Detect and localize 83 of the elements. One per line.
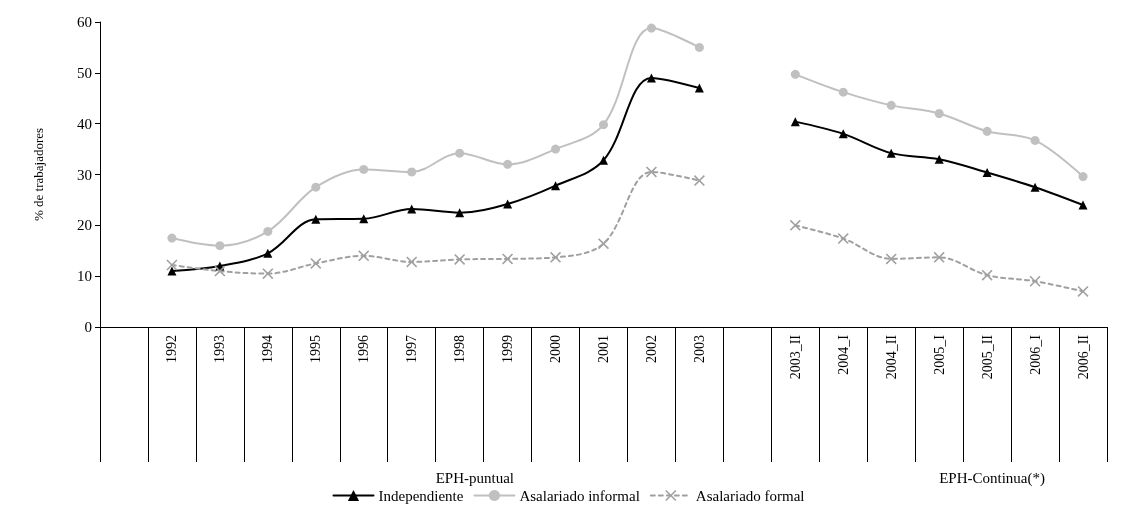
point <box>694 83 704 93</box>
point <box>1029 275 1041 287</box>
point <box>407 167 417 177</box>
point <box>262 268 274 280</box>
point <box>599 155 608 165</box>
y-tick-label: 40 <box>77 115 92 132</box>
x-tick-label: 2006_II <box>1075 334 1091 380</box>
y-tick-label: 50 <box>77 64 92 81</box>
text: EPH-puntual <box>435 469 514 486</box>
point <box>1030 135 1040 145</box>
x-tick-label: 2001 <box>596 335 611 363</box>
point <box>166 259 178 271</box>
point <box>454 253 466 265</box>
point <box>503 159 513 169</box>
y-tick-label: 10 <box>77 268 92 285</box>
point <box>1030 182 1040 192</box>
legend-label: Independiente <box>378 487 464 504</box>
point <box>214 265 226 277</box>
x-tick-label: 1994 <box>260 335 276 363</box>
x-tick-label: 2002 <box>643 335 659 363</box>
point <box>551 181 561 191</box>
x-tick-label: 2000 <box>548 335 564 363</box>
point <box>886 100 896 110</box>
x-tick-label: 2004_I <box>835 334 851 375</box>
point <box>599 120 608 130</box>
x-tick-label: 2003 <box>691 335 707 363</box>
legend-label: Asalariado formal <box>695 487 805 504</box>
point <box>885 253 897 265</box>
point <box>982 126 992 136</box>
x-tick-label: 2006_I <box>1027 334 1043 375</box>
point <box>310 257 322 269</box>
point <box>215 241 225 251</box>
point <box>263 226 273 236</box>
point <box>837 233 849 245</box>
x-tick-label: 1997 <box>404 335 420 363</box>
point <box>263 248 273 258</box>
x-tick-label: 2004_II <box>883 334 899 380</box>
point <box>167 266 177 276</box>
point <box>550 251 562 263</box>
x-tick-label: 1993 <box>212 335 228 363</box>
point <box>645 166 657 178</box>
legend-label: Asalariado informal <box>519 487 640 504</box>
point <box>502 253 514 265</box>
point <box>455 148 465 158</box>
point <box>407 204 417 214</box>
point <box>934 154 944 164</box>
point <box>406 256 418 268</box>
x-tick-label: 1996 <box>356 335 372 363</box>
text: EPH-Continua(*) <box>939 469 1045 487</box>
point <box>359 164 369 174</box>
y-axis-title: % de trabajadores <box>31 127 46 222</box>
x-tick-label: 2003_II <box>787 334 803 380</box>
y-tick-label: 60 <box>77 14 92 30</box>
point <box>1078 172 1088 182</box>
y-tick-label: 30 <box>77 166 92 183</box>
point <box>1078 200 1088 210</box>
x-tick-label: 1999 <box>500 335 516 363</box>
point <box>358 250 370 262</box>
point <box>1077 285 1089 297</box>
y-tick-label: 20 <box>77 217 92 234</box>
x-tick-label: 1998 <box>452 335 468 363</box>
point <box>598 238 609 250</box>
y-tick-label: 0 <box>84 319 92 335</box>
x-tick-label: 1992 <box>164 335 180 363</box>
point <box>981 269 993 281</box>
point <box>933 251 945 263</box>
point <box>167 233 177 243</box>
point <box>455 208 465 218</box>
point <box>789 219 801 231</box>
x-tick-label: 2005_II <box>979 334 995 380</box>
point <box>311 214 321 224</box>
x-tick-label: 2005_I <box>931 334 947 375</box>
point <box>551 144 561 154</box>
point <box>982 167 992 177</box>
point <box>694 42 704 52</box>
point <box>886 148 896 158</box>
point <box>838 87 848 97</box>
point <box>934 109 944 118</box>
x-tick-label: 1995 <box>308 335 324 363</box>
point <box>693 175 705 187</box>
point <box>311 182 321 192</box>
point <box>790 69 800 79</box>
point <box>646 23 656 33</box>
